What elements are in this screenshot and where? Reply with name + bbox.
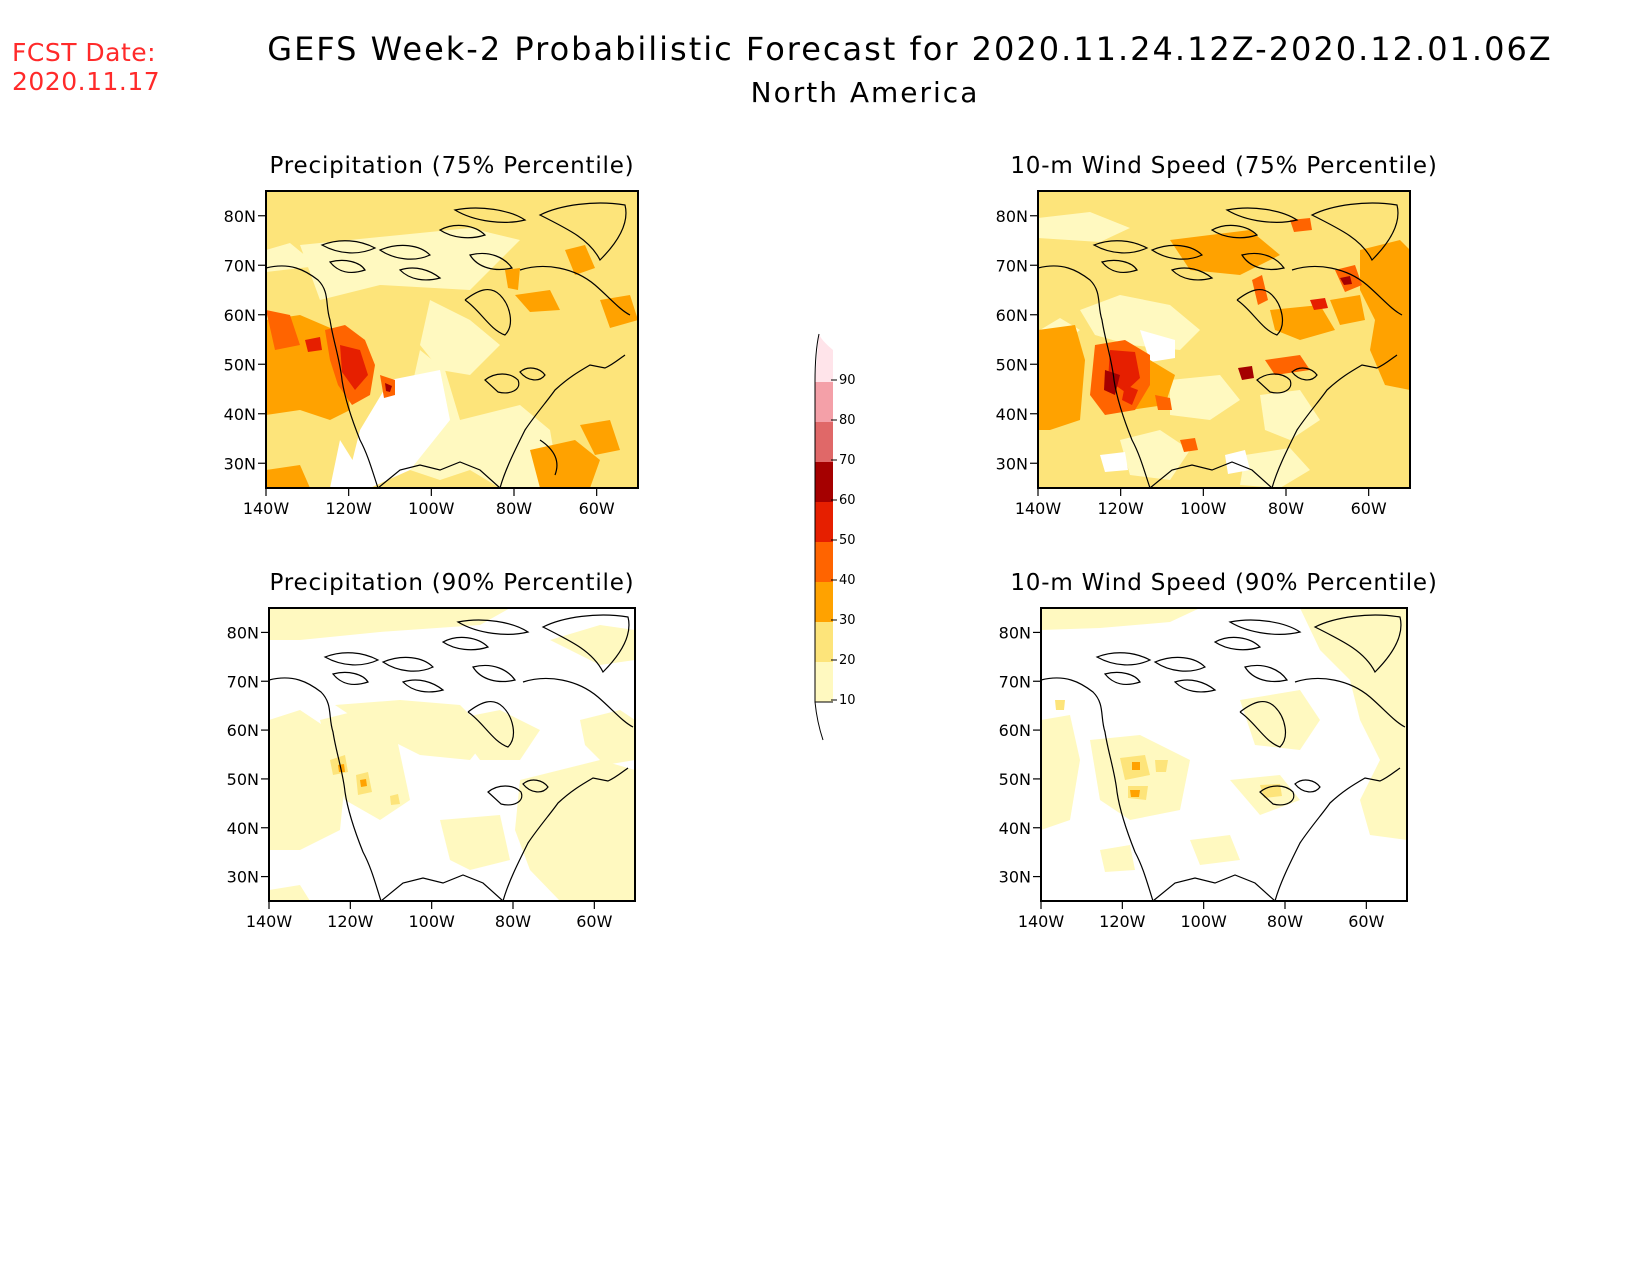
lon-tick-label: 120W xyxy=(325,499,372,518)
lat-tick-label: 70N xyxy=(996,256,1028,275)
colorbar: 10 20 30 40 50 60 70 80 90 xyxy=(814,333,856,741)
colorbar-label: 60 xyxy=(839,493,856,508)
colorbar-label: 90 xyxy=(839,373,856,388)
colorbar-outline xyxy=(814,333,833,703)
lat-tick-label: 40N xyxy=(227,819,259,838)
panel-title: 10-m Wind Speed (90% Percentile) xyxy=(1010,570,1437,596)
panel-wind-75: 10-m Wind Speed (75% Percentile) xyxy=(1010,153,1437,489)
lat-tick-label: 50N xyxy=(227,770,259,789)
colorbar-label: 50 xyxy=(839,533,856,548)
lat-tick-label: 60N xyxy=(224,306,256,325)
lat-tick-label: 80N xyxy=(996,207,1028,226)
colorbar-label: 10 xyxy=(839,693,856,708)
lon-tick-label: 60W xyxy=(1351,499,1387,518)
forecast-date-caption: FCST Date: xyxy=(12,38,157,67)
panel-title: 10-m Wind Speed (75% Percentile) xyxy=(1010,153,1437,179)
colorbar-label: 20 xyxy=(839,653,856,668)
lat-tick-label: 30N xyxy=(996,454,1028,473)
map-frame xyxy=(1037,190,1411,489)
panel-wind-90: 10-m Wind Speed (90% Percentile) xyxy=(1010,570,1437,902)
lat-tick-label: 70N xyxy=(224,256,256,275)
colorbar-swatch xyxy=(815,502,833,542)
lat-tick-label: 50N xyxy=(999,770,1031,789)
colorbar-label: 80 xyxy=(839,413,856,428)
lon-tick-label: 120W xyxy=(1099,912,1146,931)
map-frame xyxy=(268,607,636,902)
lat-tick-label: 70N xyxy=(227,672,259,691)
lat-tick-label: 60N xyxy=(227,721,259,740)
lon-tick-label: 120W xyxy=(1097,499,1144,518)
colorbar-label: 70 xyxy=(839,453,856,468)
region-title: North America xyxy=(750,76,980,109)
panel-title: Precipitation (90% Percentile) xyxy=(270,570,635,596)
lon-tick-label: 80W xyxy=(1268,499,1304,518)
lat-tick-label: 40N xyxy=(224,405,256,424)
colorbar-swatch xyxy=(815,422,833,462)
lon-tick-label: 140W xyxy=(1018,912,1065,931)
lat-tick-label: 30N xyxy=(999,868,1031,887)
colorbar-swatch xyxy=(815,462,833,502)
panel-precip-75: Precipitation (75% Percentile) xyxy=(265,153,639,489)
lat-tick-label: 50N xyxy=(224,355,256,374)
lon-tick-label: 100W xyxy=(1180,912,1227,931)
lon-tick-label: 120W xyxy=(327,912,374,931)
map-frame xyxy=(265,190,639,489)
colorbar-swatch-top xyxy=(815,334,833,382)
lon-tick-label: 80W xyxy=(496,499,532,518)
lon-tick-label: 80W xyxy=(1267,912,1303,931)
lon-tick-label: 100W xyxy=(408,912,455,931)
lon-tick-label: 60W xyxy=(1348,912,1384,931)
lat-tick-label: 30N xyxy=(227,868,259,887)
lat-tick-label: 50N xyxy=(996,355,1028,374)
map-axes: 80N 70N 60N 50N 40N 30N 140W 120W 100W 80W 60W 80N 7… xyxy=(224,207,1387,931)
lat-tick-label: 80N xyxy=(224,207,256,226)
lon-tick-label: 100W xyxy=(1180,499,1227,518)
lat-tick-label: 60N xyxy=(996,306,1028,325)
colorbar-label: 40 xyxy=(839,573,856,588)
lon-tick-label: 80W xyxy=(495,912,531,931)
lon-tick-label: 140W xyxy=(243,499,290,518)
figure-title: GEFS Week-2 Probabilistic Forecast for 2… xyxy=(267,30,1553,68)
lon-tick-label: 100W xyxy=(408,499,455,518)
lon-tick-label: 140W xyxy=(246,912,293,931)
lat-tick-label: 40N xyxy=(999,819,1031,838)
panel-precip-90: Precipitation (90% Percentile) xyxy=(268,570,636,902)
lon-tick-label: 60W xyxy=(579,499,615,518)
lat-tick-label: 30N xyxy=(224,454,256,473)
colorbar-swatch xyxy=(815,382,833,422)
forecast-date-label: FCST Date: 2020.11.17 xyxy=(12,38,160,96)
figure-title-block: GEFS Week-2 Probabilistic Forecast for 2… xyxy=(0,30,1650,109)
lat-tick-label: 60N xyxy=(999,721,1031,740)
panel-title: Precipitation (75% Percentile) xyxy=(270,153,635,179)
lon-tick-label: 140W xyxy=(1015,499,1062,518)
colorbar-label: 30 xyxy=(839,613,856,628)
map-frame xyxy=(1040,607,1408,902)
colorbar-swatch xyxy=(815,542,833,582)
lat-tick-label: 70N xyxy=(999,672,1031,691)
lon-tick-label: 60W xyxy=(576,912,612,931)
colorbar-swatch xyxy=(815,622,833,662)
lat-tick-label: 40N xyxy=(996,405,1028,424)
lat-tick-label: 80N xyxy=(999,623,1031,642)
forecast-date-value: 2020.11.17 xyxy=(12,67,161,96)
colorbar-lower-tip xyxy=(814,701,824,741)
colorbar-swatch xyxy=(815,662,833,702)
lat-tick-label: 80N xyxy=(227,623,259,642)
colorbar-swatch xyxy=(815,582,833,622)
